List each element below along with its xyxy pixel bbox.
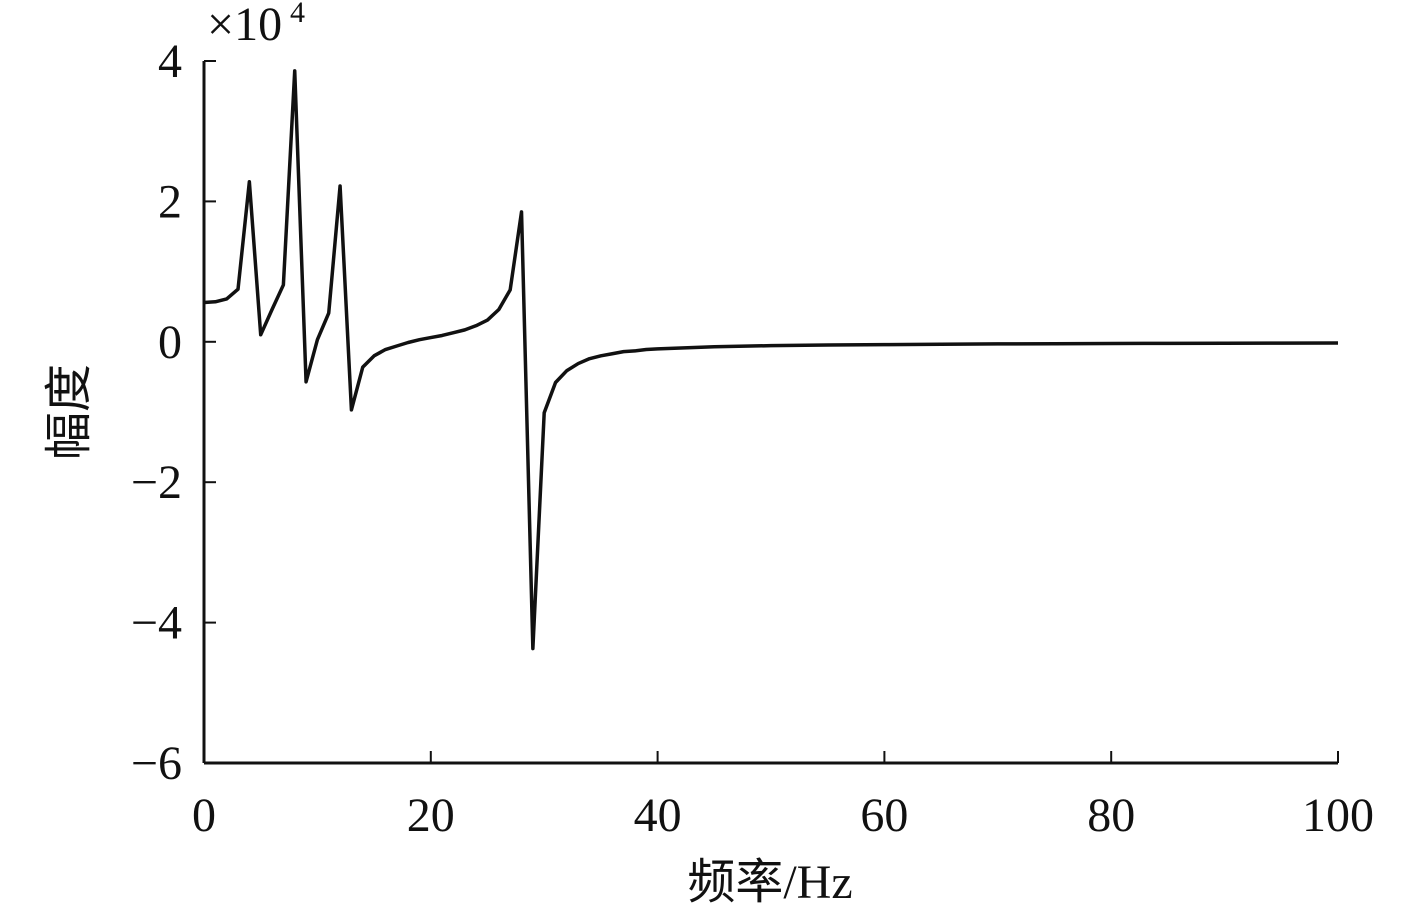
y-tick-label: 4 [158,35,182,88]
x-axis-title: 频率/Hz [687,856,852,909]
x-tick-label: 20 [407,789,455,842]
x-tick-label: 80 [1087,789,1135,842]
x-tick-label: 40 [634,789,682,842]
y-axis-title: 幅度 [43,364,96,460]
x-tick-label: 60 [860,789,908,842]
x-tick-label: 100 [1302,789,1374,842]
y-tick-label: −4 [131,597,182,650]
y-tick-label: 0 [158,316,182,369]
y-tick-label: −6 [131,737,182,790]
x-tick-label: 0 [192,789,216,842]
multiplier-exponent: 4 [290,0,305,29]
y-tick-label: 2 [158,175,182,228]
y-tick-label: −2 [131,456,182,509]
multiplier-base: ×10 [207,0,282,51]
data-line [203,69,1339,651]
